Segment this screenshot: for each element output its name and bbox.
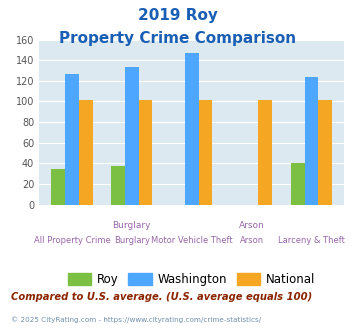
- Text: Motor Vehicle Theft: Motor Vehicle Theft: [151, 236, 233, 245]
- Bar: [79, 100, 93, 205]
- Legend: Roy, Washington, National: Roy, Washington, National: [68, 273, 316, 286]
- Bar: [125, 67, 139, 205]
- Text: Burglary: Burglary: [114, 236, 150, 245]
- Bar: [291, 163, 305, 205]
- Text: Compared to U.S. average. (U.S. average equals 100): Compared to U.S. average. (U.S. average …: [11, 292, 312, 302]
- Text: 2019 Roy: 2019 Roy: [138, 8, 217, 23]
- Bar: [51, 169, 65, 205]
- Text: Property Crime Comparison: Property Crime Comparison: [59, 31, 296, 46]
- Bar: [258, 100, 272, 205]
- Bar: [198, 100, 212, 205]
- Bar: [111, 166, 125, 205]
- Text: Larceny & Theft: Larceny & Theft: [278, 236, 345, 245]
- Text: Arson: Arson: [239, 221, 264, 230]
- Text: © 2025 CityRating.com - https://www.cityrating.com/crime-statistics/: © 2025 CityRating.com - https://www.city…: [11, 316, 261, 323]
- Bar: [65, 74, 79, 205]
- Bar: [305, 77, 318, 205]
- Bar: [318, 100, 332, 205]
- Text: Burglary: Burglary: [113, 221, 151, 230]
- Bar: [185, 53, 198, 205]
- Text: All Property Crime: All Property Crime: [34, 236, 110, 245]
- Bar: [139, 100, 153, 205]
- Text: Arson: Arson: [240, 236, 264, 245]
